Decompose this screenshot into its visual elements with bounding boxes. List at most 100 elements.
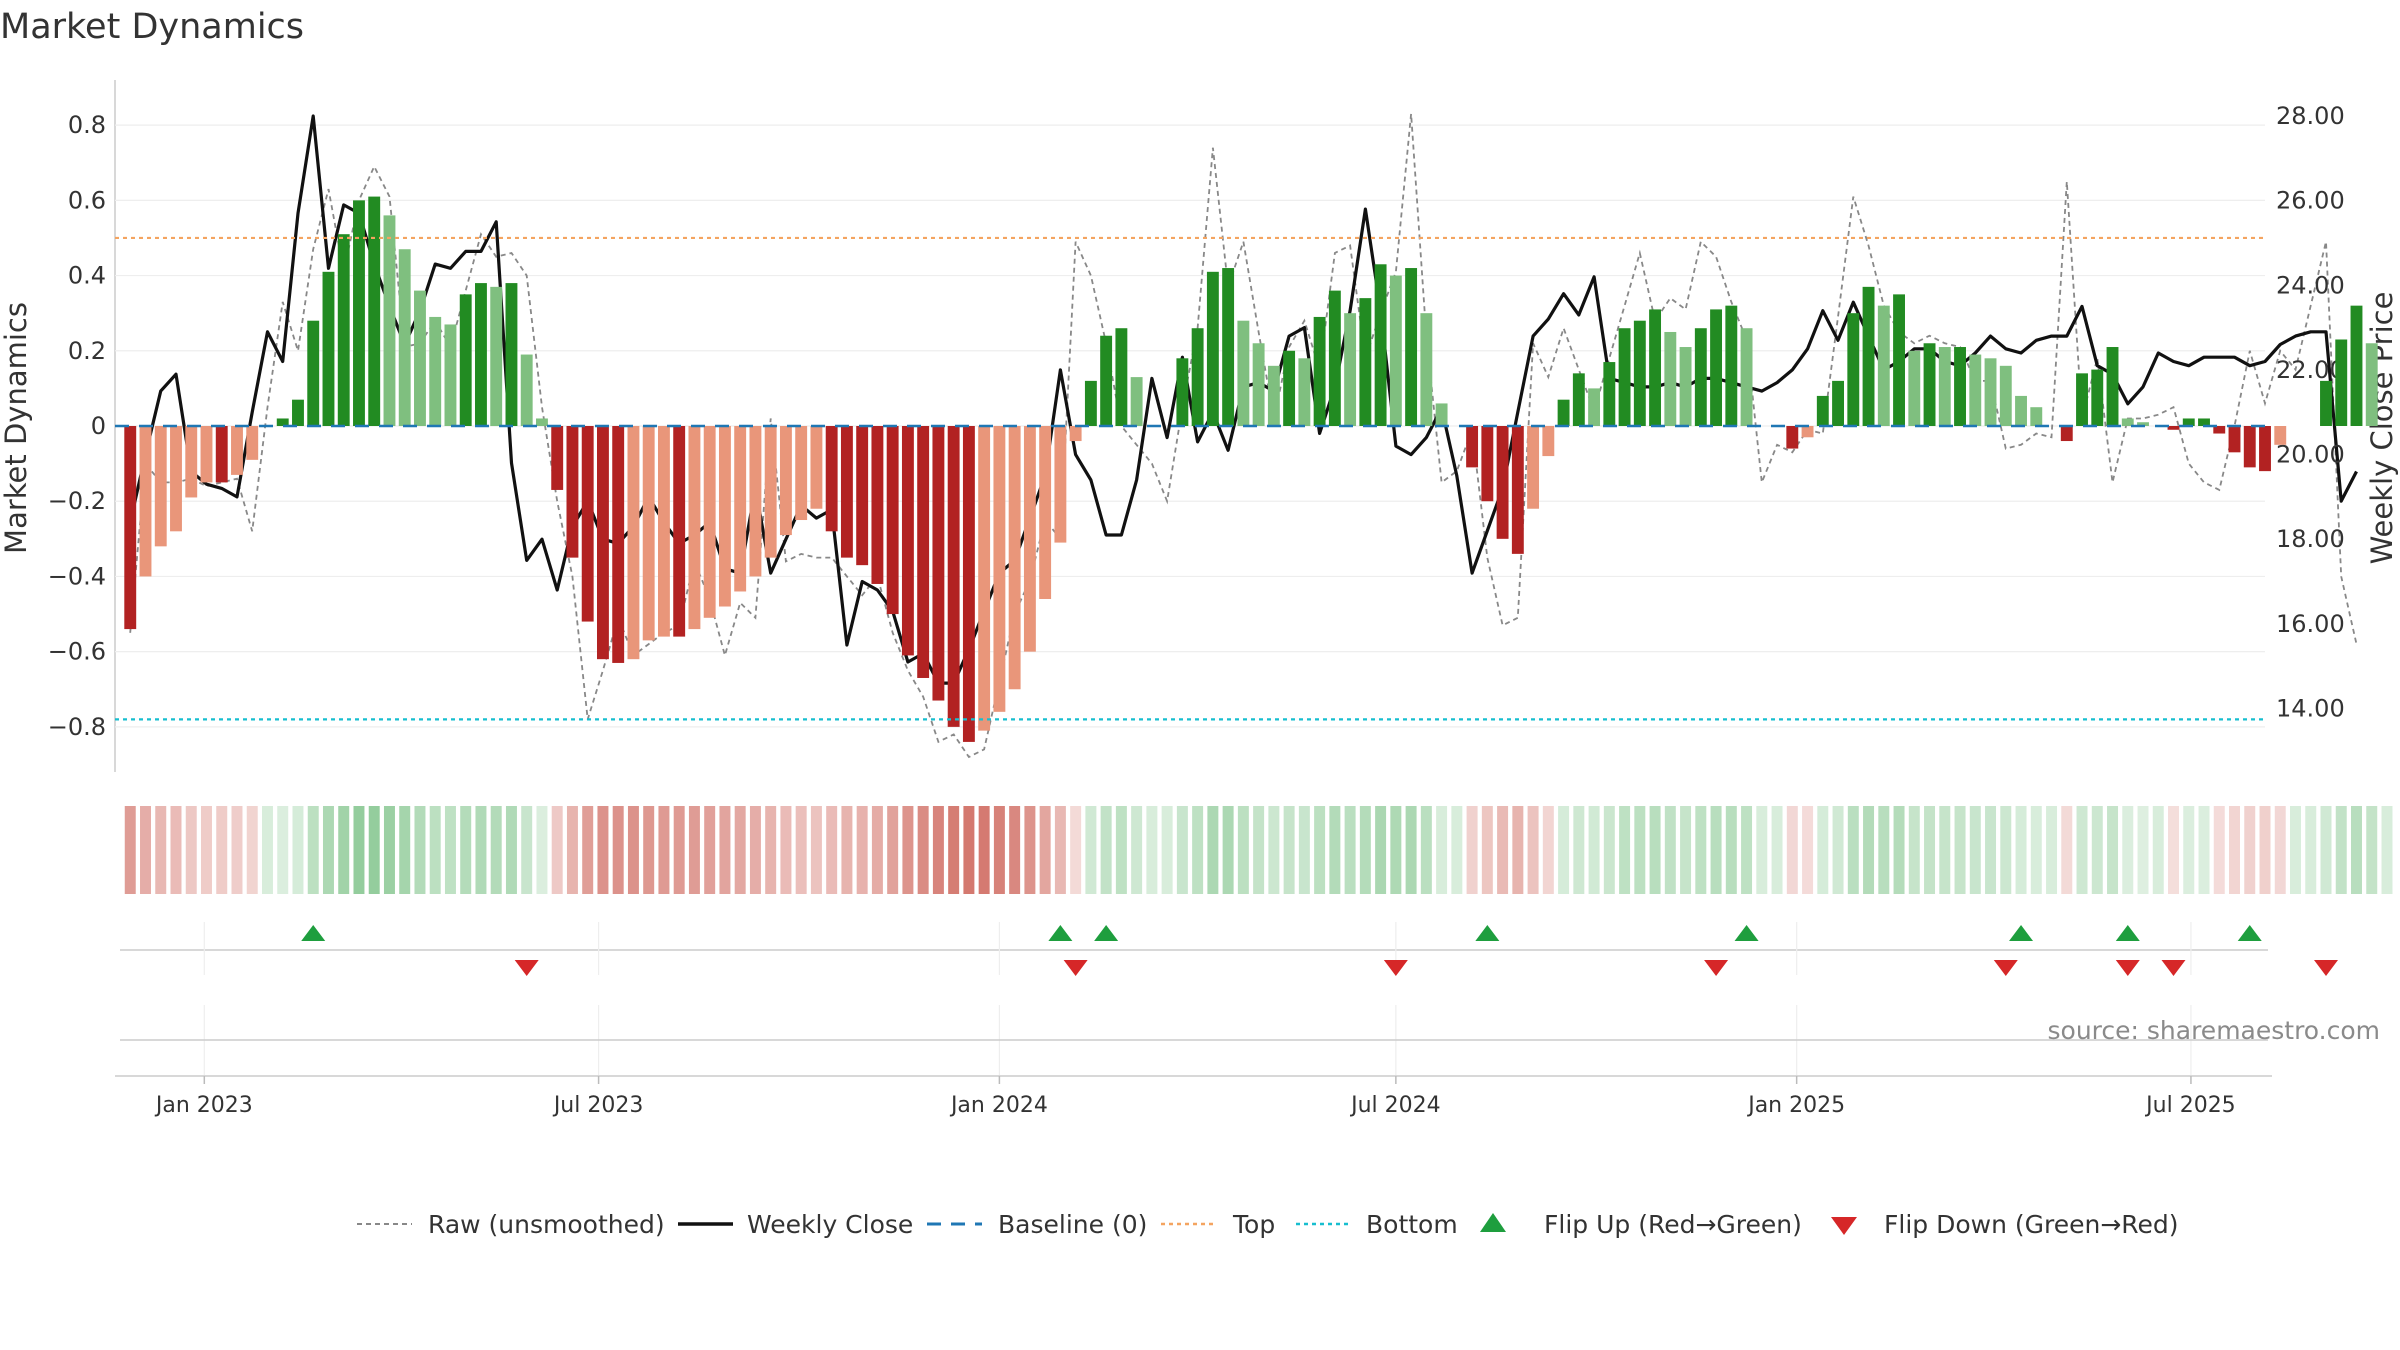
bottom-empty-panel xyxy=(115,1005,2272,1077)
dynamics-bar xyxy=(2320,380,2332,426)
dynamics-bar xyxy=(1328,290,1341,426)
dynamics-bar xyxy=(383,215,396,426)
dynamics-bar xyxy=(627,426,640,660)
regime-cell xyxy=(460,806,472,894)
dynamics-bar xyxy=(1664,331,1677,426)
dynamics-bar xyxy=(1359,298,1372,426)
regime-cell xyxy=(1573,806,1585,894)
regime-cell xyxy=(2351,806,2362,894)
dynamics-bar xyxy=(810,426,823,509)
regime-cell xyxy=(1924,806,1936,894)
regime-cell xyxy=(2152,806,2164,894)
left-y-axis: 0.8 0.6 0.4 0.2 0 −0.2 −0.4 −0.6 −0.8 xyxy=(48,111,106,741)
dynamics-bar xyxy=(1283,350,1296,426)
dynamics-bar xyxy=(1893,294,1905,426)
x-axis: Jan 2023 Jul 2023 Jan 2024 Jul 2024 Jan 2025… xyxy=(154,1076,2236,1118)
dynamics-bar xyxy=(2228,426,2241,453)
dynamics-bar xyxy=(703,426,716,618)
flip-down-marker xyxy=(2115,960,2140,976)
regime-cell xyxy=(1969,806,1981,894)
dynamics-bar xyxy=(1679,347,1692,426)
regime-cell xyxy=(643,806,655,894)
dynamics-bar xyxy=(1100,335,1113,426)
dynamics-bar xyxy=(1633,320,1646,426)
dynamics-bar xyxy=(642,426,655,641)
legend-item-top: Top xyxy=(1161,1210,1275,1239)
dynamics-bar xyxy=(231,426,243,475)
legend-item-bottom: Bottom xyxy=(1296,1210,1458,1239)
regime-cell xyxy=(505,806,517,894)
regime-cell xyxy=(856,806,868,894)
dynamics-bar xyxy=(1740,328,1753,426)
dynamics-bar xyxy=(1984,358,1997,426)
dynamics-bar xyxy=(1023,426,1036,652)
grid-layer xyxy=(114,80,2265,772)
regime-cell xyxy=(475,806,487,894)
regime-cell xyxy=(2244,806,2256,894)
flip-up-marker xyxy=(1734,925,1759,941)
regime-cell xyxy=(2274,806,2286,894)
regime-cell xyxy=(399,806,411,894)
regime-cell xyxy=(201,806,212,894)
regime-cell xyxy=(2320,806,2332,894)
dynamics-bar xyxy=(932,426,945,701)
dynamics-bar xyxy=(2243,426,2256,468)
reference-lines xyxy=(115,236,2265,721)
flip-down-marker xyxy=(1383,960,1408,976)
regime-cell xyxy=(948,806,960,894)
dynamics-bar xyxy=(1481,426,1494,502)
regime-cell xyxy=(2198,806,2210,894)
raw-line-layer xyxy=(129,113,2358,759)
left-tick-label: −0.4 xyxy=(48,562,106,590)
regime-cell xyxy=(1283,806,1295,894)
regime-cell xyxy=(1603,806,1615,894)
dynamics-bar xyxy=(200,426,213,483)
dynamics-bar xyxy=(1115,328,1128,426)
flip-down-marker xyxy=(2313,960,2338,976)
regime-cell xyxy=(932,806,944,894)
dynamics-bar xyxy=(596,426,609,660)
regime-cell xyxy=(1756,806,1768,894)
dynamics-bar xyxy=(1527,426,1540,509)
regime-cell xyxy=(1847,806,1859,894)
regime-cell xyxy=(734,806,746,894)
dynamics-bar xyxy=(1252,343,1265,426)
dynamics-bar xyxy=(185,426,198,498)
dynamics-bar xyxy=(825,426,838,532)
dynamics-bar xyxy=(917,426,930,678)
legend-item-flip-down: Flip Down (Green→Red) xyxy=(1831,1210,2179,1239)
dynamics-bar xyxy=(1954,347,1966,426)
legend-label-close: Weekly Close xyxy=(747,1210,913,1239)
dynamics-bar xyxy=(1496,426,1509,539)
dynamics-bar xyxy=(1298,358,1311,426)
regime-cell xyxy=(2213,806,2225,894)
regime-cell xyxy=(368,806,380,894)
dynamics-bar xyxy=(215,426,228,483)
regime-cell xyxy=(688,806,700,894)
regime-cell xyxy=(2183,806,2195,894)
dynamics-bar xyxy=(1832,380,1844,426)
regime-cell xyxy=(124,806,136,894)
dynamics-bar xyxy=(1603,362,1616,426)
left-tick-label: −0.2 xyxy=(48,487,106,515)
dynamics-bar xyxy=(657,426,670,637)
x-tick-label: Jul 2024 xyxy=(1349,1093,1441,1118)
dynamics-bar xyxy=(1694,328,1707,426)
dynamics-bar xyxy=(1649,309,1662,426)
regime-cell xyxy=(1985,806,1997,894)
legend-label-flip-up: Flip Up (Red→Green) xyxy=(1544,1210,1802,1239)
dynamics-bar xyxy=(1267,365,1280,426)
dynamics-bar xyxy=(1191,328,1204,426)
regime-cell xyxy=(658,806,670,894)
dynamics-bar xyxy=(1969,354,1982,426)
regime-cell xyxy=(414,806,426,894)
dynamics-bar xyxy=(1389,275,1402,426)
dynamics-bar xyxy=(1923,343,1936,426)
dynamics-bar xyxy=(901,426,914,656)
dynamics-bar xyxy=(2106,347,2119,426)
dynamics-bar xyxy=(1420,313,1433,426)
dynamics-bar xyxy=(307,320,320,426)
dynamics-bar xyxy=(490,286,503,426)
dynamics-bar xyxy=(1039,426,1052,599)
